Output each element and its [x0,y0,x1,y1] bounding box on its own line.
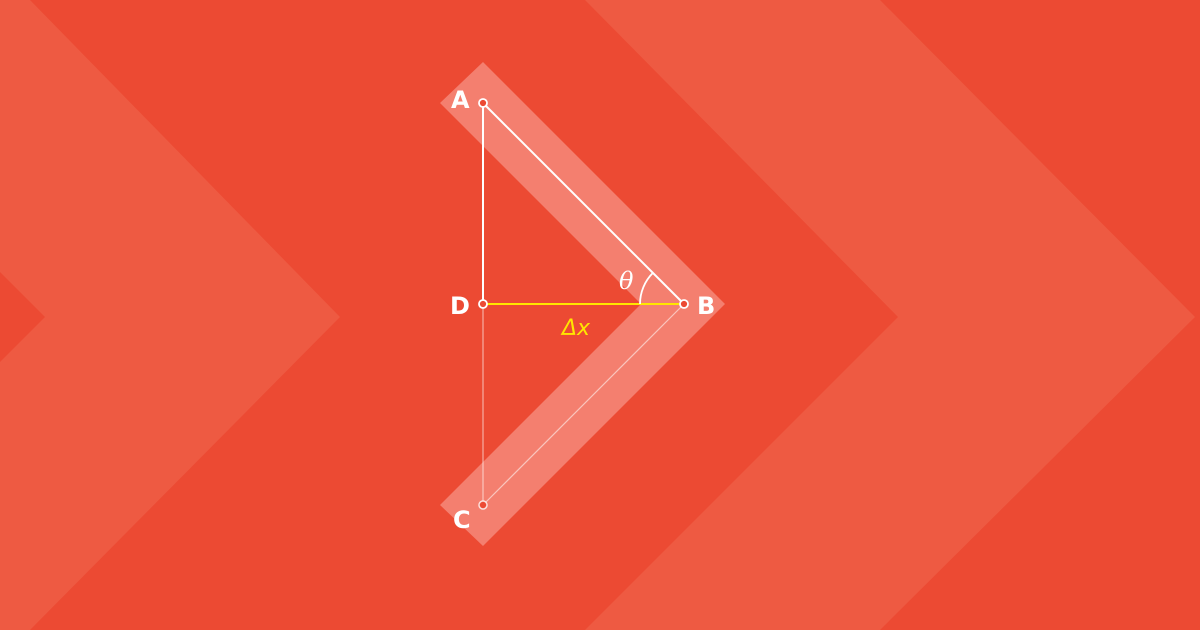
angle-theta-label: θ [619,267,634,295]
line-bc [482,303,685,506]
point-c-marker [478,500,488,510]
background-chevron-left [0,0,340,630]
angle-theta-arc [639,272,654,305]
delta-x-label: Δx [560,316,591,341]
point-d-marker [478,299,488,309]
point-d-label: D [450,292,470,320]
point-a-label: A [451,86,470,114]
point-c-label: C [453,506,471,534]
point-b-marker [679,299,689,309]
line-ab [482,102,685,305]
point-a-marker [478,98,488,108]
point-b-label: B [697,292,715,320]
background-chevron-right [585,0,1195,630]
